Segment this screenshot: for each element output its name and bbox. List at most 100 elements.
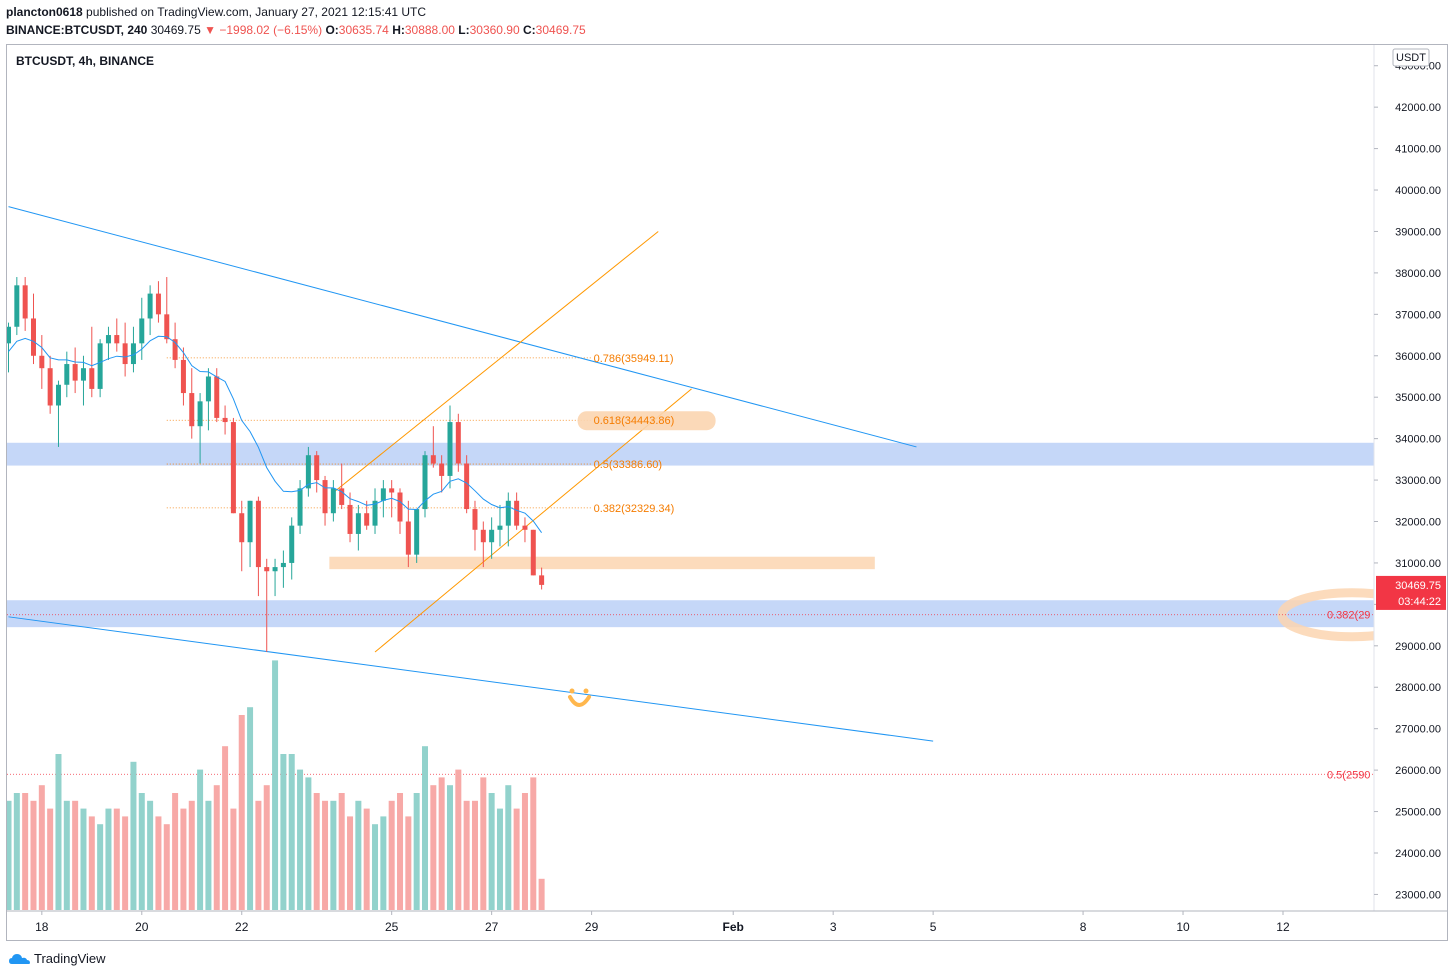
candle-body [164, 314, 170, 340]
candle-body [280, 562, 286, 568]
published-text: published on TradingView.com, January 27… [86, 5, 427, 19]
smiley-eye-left [569, 688, 575, 694]
time-tick-label: 22 [235, 920, 249, 934]
candle-body [7, 326, 11, 344]
volume-bar [72, 800, 79, 910]
lower-descending-trendline [8, 616, 934, 742]
chart-area[interactable]: 0.786(35949.11) 0.618(34443.86) 0.5(33386.… [6, 44, 1448, 941]
volume-bar [222, 746, 229, 910]
candle-body [147, 293, 153, 319]
candle-body [289, 525, 295, 563]
candle [47, 355, 53, 414]
volume-bar [313, 793, 320, 910]
volume-bar [172, 793, 179, 910]
price-tick-label: 29000.00 [1395, 641, 1441, 653]
volume-bar [105, 808, 112, 910]
smiley-doodle [568, 695, 591, 707]
volume-bar [188, 800, 195, 910]
price-tick-label: 35000.00 [1395, 392, 1441, 404]
candle-body [205, 376, 211, 402]
support-zone-orange [329, 556, 875, 570]
time-tick-label: 3 [830, 920, 837, 934]
candle [272, 558, 278, 597]
candle-body [414, 509, 420, 555]
volume-bar [446, 785, 453, 910]
candle-body [330, 488, 336, 514]
candle-body [89, 368, 95, 389]
candle [239, 500, 245, 572]
volume-bar [305, 777, 312, 910]
candle-body [14, 285, 20, 327]
volume-bar [455, 769, 462, 910]
volume-bar [347, 816, 354, 910]
candle [205, 368, 211, 431]
volume-bar [463, 800, 470, 910]
candle-body [430, 455, 436, 464]
volume-bar [30, 800, 37, 910]
candle-body [439, 463, 445, 476]
candle-body [339, 488, 345, 505]
candle-body [522, 525, 528, 530]
candle [147, 285, 153, 336]
price-change: −1998.02 (−6.15%) [219, 23, 323, 37]
candle-body [514, 500, 520, 526]
price-tick-label: 31000.00 [1395, 558, 1441, 570]
fib-right-label-1: 0.5(2590 [1327, 769, 1370, 781]
candle-body [55, 384, 61, 406]
volume-bar [80, 808, 87, 910]
last-price: 30469.75 [150, 23, 201, 37]
candle [372, 488, 378, 534]
candle-body [122, 343, 128, 365]
tradingview-cloud-icon[interactable] [8, 951, 32, 967]
candle-body [47, 368, 53, 406]
plot-layer: 0.786(35949.11) 0.618(34443.86) 0.5(33386.… [7, 206, 1374, 910]
candle [155, 281, 161, 323]
candle [89, 326, 95, 398]
upper-descending-trendline [8, 206, 917, 448]
candle-body [72, 364, 78, 381]
volume-bar [471, 800, 478, 910]
candle-body [214, 376, 220, 418]
volume-bar [205, 800, 212, 910]
footer: TradingView [6, 947, 306, 971]
candle [97, 339, 103, 398]
time-tick-label: 25 [385, 920, 399, 934]
bar-countdown: 03:44:22 [1398, 596, 1441, 608]
volume-bar [55, 754, 62, 910]
candle [305, 446, 311, 497]
volume-bar [247, 707, 254, 910]
time-tick-label: 10 [1176, 920, 1190, 934]
candle [230, 417, 236, 514]
candle [247, 500, 253, 568]
symbol-ohlc-line: BINANCE:BTCUSDT, 240 30469.75 ▼ −1998.02… [6, 23, 586, 37]
candle-body [305, 455, 311, 489]
volume-bar [488, 793, 495, 910]
candle-body [405, 521, 411, 555]
candle-body [105, 335, 111, 344]
candle [105, 326, 111, 360]
author-name[interactable]: plancton0618 [6, 5, 83, 19]
high-value: 30888.00 [404, 23, 455, 37]
candle-body [264, 567, 270, 572]
candle-body [222, 417, 228, 423]
candle-body [322, 480, 328, 514]
close-value: 30469.75 [535, 23, 586, 37]
candle [172, 322, 178, 369]
volume-bar [13, 793, 20, 910]
candle [64, 351, 70, 398]
candle [264, 558, 270, 653]
price-tick-label: 39000.00 [1395, 226, 1441, 238]
candle-body [97, 343, 103, 389]
candle [347, 492, 353, 543]
volume-bar [297, 769, 304, 910]
candle [197, 393, 203, 464]
candle [530, 529, 536, 576]
tradingview-logo-text[interactable]: TradingView [34, 951, 106, 966]
candle-body [389, 488, 395, 493]
volume-bar [530, 777, 537, 910]
volume-bar [280, 754, 287, 910]
volume-bar [380, 816, 387, 910]
low-label: L: [458, 23, 470, 37]
fib-label-3: 0.382(32329.34) [594, 503, 675, 515]
price-chart[interactable]: 0.786(35949.11) 0.618(34443.86) 0.5(33386.… [7, 45, 1447, 940]
